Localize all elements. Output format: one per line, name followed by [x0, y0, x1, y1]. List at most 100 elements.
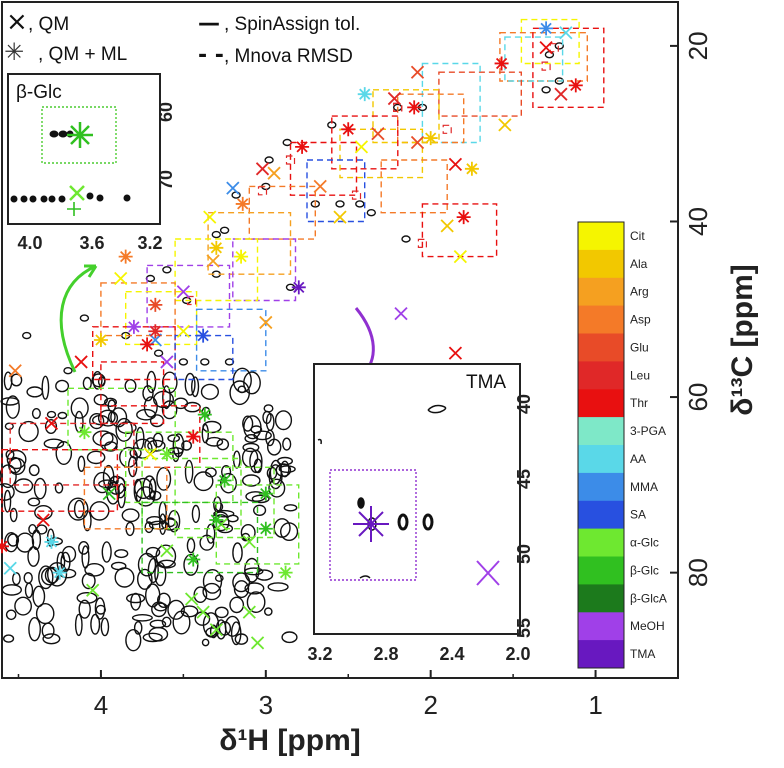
inset-beta-glc-y-ticks: 60 70: [156, 102, 176, 190]
colorbar-label: Glu: [630, 340, 649, 354]
qm-marker: [176, 324, 191, 338]
inset-tma-qmml-marker: [353, 506, 389, 542]
contour-blob: [202, 582, 222, 601]
contour-blob: [28, 464, 40, 477]
contour-peak: [145, 274, 156, 283]
contour-blob: [102, 464, 115, 490]
spinassign-box: [442, 124, 452, 134]
contour-peak: [355, 200, 365, 208]
colorbar-label: AA: [630, 452, 646, 466]
contour-blob: [278, 465, 296, 473]
contour-blob: [3, 371, 13, 391]
qm-marker: [250, 636, 265, 650]
inset-beta-glc-qmml-marker-2: [67, 202, 81, 216]
tolerance-box: [67, 387, 176, 451]
qmml-marker: [0, 539, 9, 554]
contour-blob: [9, 507, 18, 523]
tolerance-box: [100, 405, 201, 468]
inset-tma-xtick: 2.4: [439, 644, 464, 664]
tolerance-box: [380, 159, 448, 214]
tolerance-box: [174, 238, 259, 302]
qmml-marker: [148, 324, 163, 339]
contour-blob: [14, 478, 34, 494]
contour-peak: [335, 200, 345, 208]
contour-blob: [92, 430, 114, 447]
contour-blob: [156, 466, 172, 491]
qmml-markers: [0, 21, 583, 580]
qm-marker: [255, 162, 270, 176]
legend-spinassign-symbol: —: [198, 11, 220, 36]
qmml-marker: [341, 122, 356, 137]
qm-marker: [242, 605, 256, 619]
contour-blob: [114, 549, 129, 559]
contour-blob: [82, 376, 92, 391]
contour-blob: [149, 619, 167, 629]
qm-marker: [44, 416, 59, 431]
contour-blob: [157, 559, 176, 569]
contour-blob: [55, 441, 73, 466]
qmml-marker: [118, 249, 133, 264]
contour-blob: [95, 604, 107, 615]
colorbar-swatch: [578, 500, 624, 530]
contour-blob: [186, 537, 196, 554]
colorbar-label: Arg: [630, 285, 649, 299]
qmml-marker: [278, 565, 293, 580]
y-tick-label: 20: [683, 31, 713, 60]
contour-blob: [131, 614, 153, 622]
spinassign-box: [393, 102, 403, 113]
contour-blob: [161, 518, 179, 531]
inset-beta-glc-xtick: 3.2: [137, 233, 162, 253]
contour-blob: [224, 615, 241, 637]
contour-blob: [135, 486, 156, 507]
qm-markers: [3, 26, 573, 650]
x-tick-label: 1: [588, 690, 602, 720]
tolerance-box: [397, 93, 465, 144]
contour-blob: [23, 572, 33, 584]
spinassign-box: [549, 43, 559, 53]
qm-marker: [448, 157, 463, 172]
contour-blob: [31, 408, 41, 420]
y-axis-ticks: 20 40 60 80: [670, 31, 713, 587]
qm-marker: [184, 592, 199, 606]
contour-blob: [86, 450, 106, 465]
contour-blob: [100, 617, 110, 637]
contour-blob: [14, 596, 33, 616]
contour-blob: [244, 582, 265, 595]
qm-marker: [559, 26, 573, 40]
contour-peak: [211, 230, 222, 239]
tolerance-box: [195, 308, 267, 372]
spinassign-box: [187, 295, 197, 306]
colorbar-swatch: [578, 389, 624, 418]
contour-blob: [229, 596, 245, 614]
contour-blob: [18, 420, 39, 443]
colorbar-swatch: [578, 584, 624, 613]
spinassign-box: [257, 186, 268, 196]
qm-marker: [410, 135, 425, 150]
qmml-marker: [234, 249, 249, 264]
contour-blob: [92, 370, 103, 390]
contour-blob: [35, 602, 55, 625]
legend-qmml-label: , QM + ML: [38, 44, 127, 65]
contour-blob: [78, 599, 91, 619]
qm-marker: [74, 355, 88, 369]
contour-blob: [144, 583, 161, 608]
qm-marker: [242, 535, 256, 549]
contour-blob: [242, 442, 260, 453]
contour-blob: [255, 569, 274, 581]
inset-tma-title: TMA: [466, 372, 506, 393]
contour-blob: [110, 561, 127, 571]
contour-peak: [366, 208, 376, 217]
contour-blob: [28, 617, 41, 642]
contour-blob: [0, 464, 17, 489]
qm-marker: [86, 583, 100, 597]
contour-blob: [282, 437, 292, 451]
qm-marker: [206, 254, 220, 268]
tolerance-box: [83, 466, 168, 530]
contour-blob: [89, 413, 105, 430]
contour-blob: [191, 376, 200, 398]
qm-marker: [196, 605, 210, 619]
inset-tma-ytick: 45: [514, 469, 534, 489]
qmml-marker: [196, 328, 211, 343]
contour-blob: [167, 599, 185, 620]
contour-blob: [214, 606, 229, 619]
